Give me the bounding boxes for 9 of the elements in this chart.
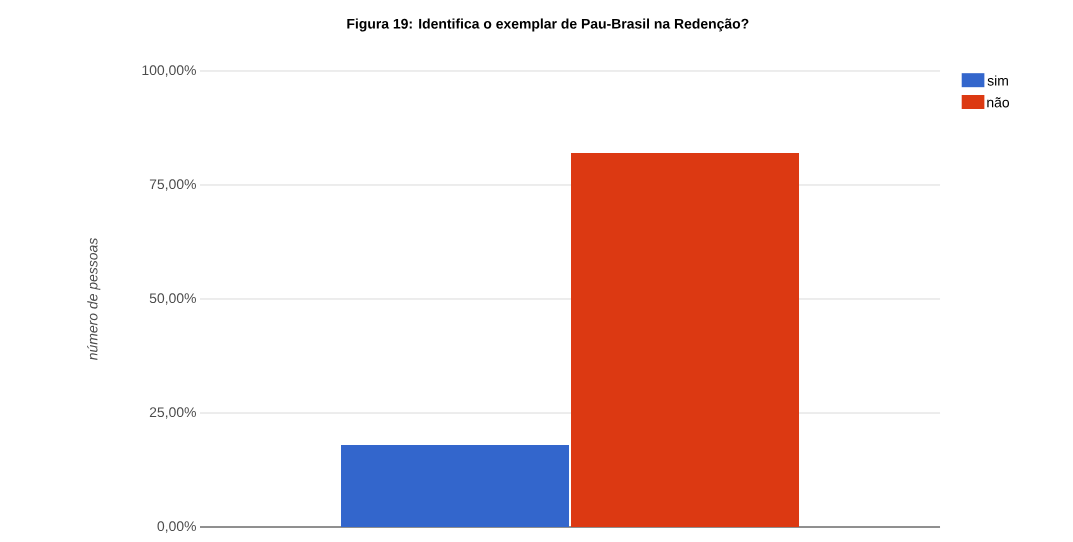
chart-title: Figura 19: Identifica o exemplar de Pau-Brasil na Redenção? xyxy=(347,18,749,32)
y-tick-label: 25,00% xyxy=(149,407,196,419)
y-tick-label: 50,00% xyxy=(149,293,196,305)
legend-label: não xyxy=(987,97,1010,108)
legend-label: sim xyxy=(987,75,1008,86)
y-tick-label: 0,00% xyxy=(157,521,196,533)
y-axis-title: número de pessoas xyxy=(87,238,101,361)
y-tick-label: 75,00% xyxy=(149,179,196,191)
y-tick-label: 100,00% xyxy=(142,65,196,77)
